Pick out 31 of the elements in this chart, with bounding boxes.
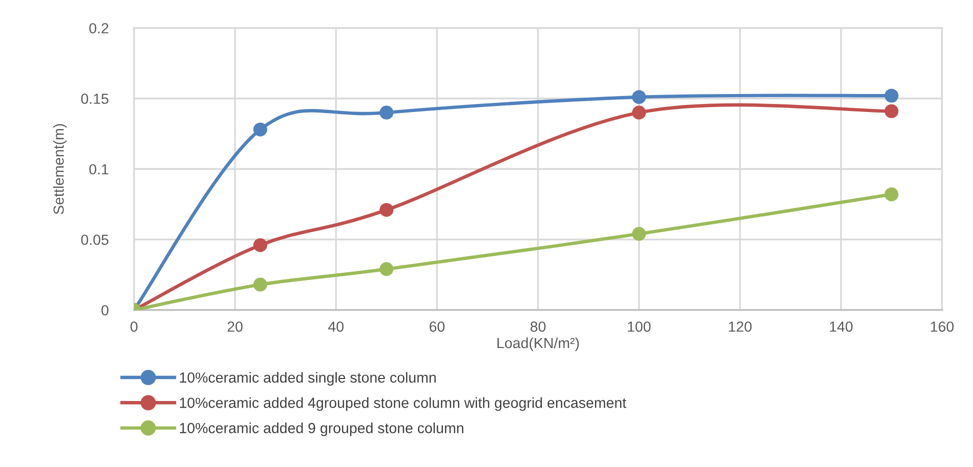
y-axis-title: Settlement(m): [53, 124, 67, 214]
point: [884, 187, 898, 202]
point: [380, 262, 394, 276]
y-tick-label: 0.1: [89, 164, 108, 174]
x-tick-label: 120: [728, 321, 752, 332]
legend-label: 10%ceramic added 9 grouped stone column: [180, 422, 464, 436]
point: [884, 104, 898, 118]
x-tick-label: 80: [530, 321, 546, 332]
point: [253, 122, 268, 136]
point: [380, 202, 394, 217]
x-tick-label: 20: [228, 321, 243, 332]
point: [253, 278, 268, 292]
point: [884, 88, 898, 103]
point: [632, 226, 646, 241]
x-axis-title: Load(KN/m²): [497, 337, 579, 352]
point: [632, 90, 646, 104]
x-tick-label: 140: [830, 321, 853, 332]
y-tick-label: 0.05: [81, 234, 108, 245]
legend-label: 10%ceramic added 4grouped stone column with geogrid encasement: [180, 397, 626, 411]
point: [380, 106, 394, 120]
y-tick-label: 0: [101, 305, 108, 316]
x-tick-label: 60: [430, 321, 445, 332]
x-tick-label: 160: [930, 321, 954, 332]
x-tick-label: 0: [130, 321, 138, 332]
y-tick-label: 0.2: [89, 23, 108, 34]
x-tick-label: 100: [628, 321, 651, 332]
y-tick-label: 0.15: [81, 94, 108, 104]
point: [253, 238, 268, 252]
legend-label: 10%ceramic added single stone column: [180, 372, 436, 386]
point: [632, 106, 646, 120]
x-tick-label: 40: [328, 321, 344, 332]
